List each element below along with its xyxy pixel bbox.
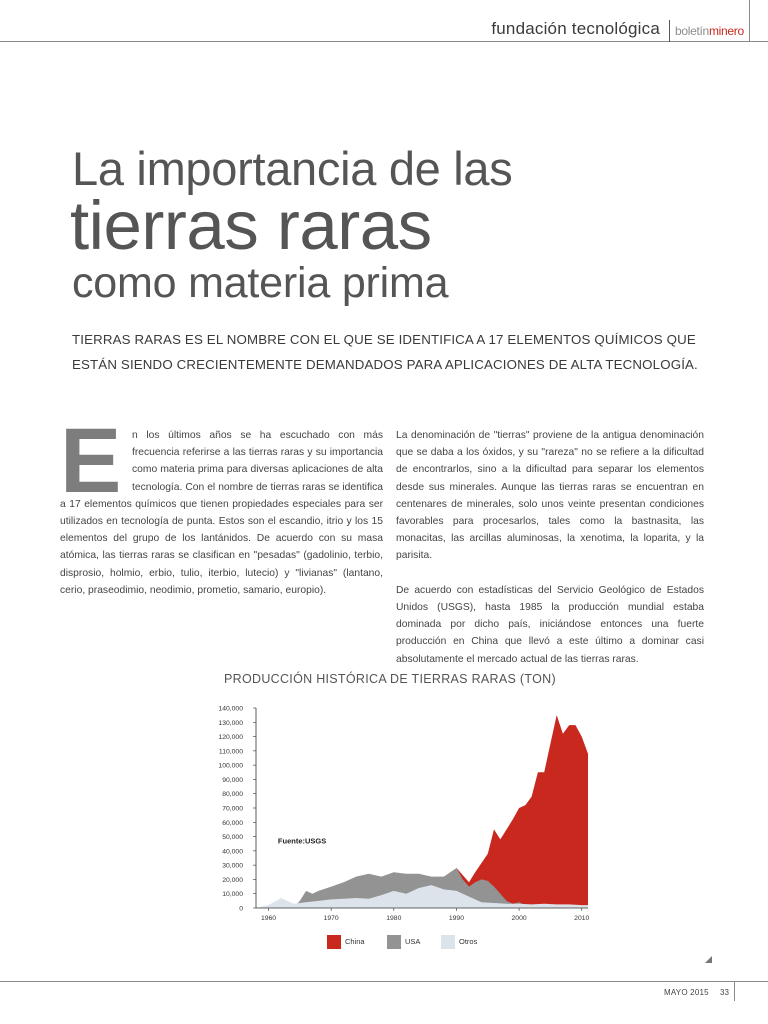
legend-item-usa: USA [387, 935, 420, 949]
lead-paragraph: TIERRAS RARAS ES EL NOMBRE CON EL QUE SE… [72, 332, 698, 372]
x-tick-label: 1980 [386, 915, 401, 922]
title-line-3: como materia prima [72, 259, 449, 307]
legend-item-china: China [327, 935, 365, 949]
legend-swatch-otros [441, 935, 455, 949]
section-title: fundación tecnológica [491, 19, 660, 38]
legend-label-china: China [345, 936, 365, 946]
chart-title: PRODUCCIÓN HISTÓRICA DE TIERRAS RARAS (T… [224, 672, 556, 686]
y-tick-label: 110,000 [219, 748, 243, 755]
x-tick-label: 1970 [324, 915, 339, 922]
y-tick-label: 120,000 [218, 734, 243, 741]
y-tick-label: 60,000 [222, 820, 243, 827]
area-series-china [256, 715, 588, 908]
legend-label-otros: Otros [459, 936, 478, 946]
chart-annotation-source: Fuente:USGS [278, 837, 326, 846]
y-tick-label: 30,000 [222, 863, 243, 870]
y-tick-label: 70,000 [222, 806, 243, 813]
corner-mark [705, 956, 712, 963]
body-paragraph: De acuerdo con estadísticas del Servicio… [396, 584, 704, 665]
y-tick-label: 40,000 [222, 848, 243, 855]
title-line-1: La importancia de las [72, 142, 513, 195]
x-tick-label: 2010 [574, 915, 589, 922]
body-paragraph-text: n los últimos años se ha escuchado con m… [60, 430, 383, 596]
y-tick-label: 20,000 [222, 877, 243, 884]
y-tick-label: 140,000 [218, 706, 243, 713]
drop-cap: E [60, 410, 122, 512]
top-right-rule [749, 0, 750, 42]
brand-prefix: boletín [675, 24, 709, 38]
legend-label-usa: USA [405, 936, 421, 946]
brand-suffix: minero [708, 24, 744, 38]
page-number: 33 [720, 988, 729, 997]
title-line-2: tierras raras [70, 187, 432, 264]
y-tick-label: 90,000 [222, 777, 243, 784]
y-tick-label: 80,000 [222, 791, 243, 798]
brand-logo: boletínminero [675, 24, 744, 38]
y-tick-label: 130,000 [218, 720, 243, 727]
legend-swatch-china [327, 935, 341, 949]
footer-date: MAYO 2015 [664, 988, 709, 997]
area-series-otros [256, 885, 588, 908]
x-tick-label: 1960 [261, 915, 276, 922]
y-tick-label: 100,000 [218, 763, 243, 770]
body-paragraph: La denominación de "tierras" proviene de… [396, 430, 704, 562]
bottom-rule [0, 981, 768, 982]
y-tick-label: 0 [239, 906, 243, 913]
x-tick-label: 1990 [449, 915, 464, 922]
y-tick-label: 50,000 [222, 834, 243, 841]
legend-item-otros: Otros [441, 935, 477, 949]
x-tick-label: 2000 [512, 915, 527, 922]
legend-swatch-usa [387, 935, 401, 949]
top-rule [0, 41, 768, 42]
production-area-chart: 0 10,000 20,000 30,000 40,000 50,000 60,000 70,… [218, 706, 589, 923]
header-separator [669, 20, 670, 42]
y-tick-label: 10,000 [222, 891, 243, 898]
bottom-right-rule [734, 981, 735, 1001]
body-column-right: La denominación de "tierras" proviene de… [396, 427, 704, 685]
